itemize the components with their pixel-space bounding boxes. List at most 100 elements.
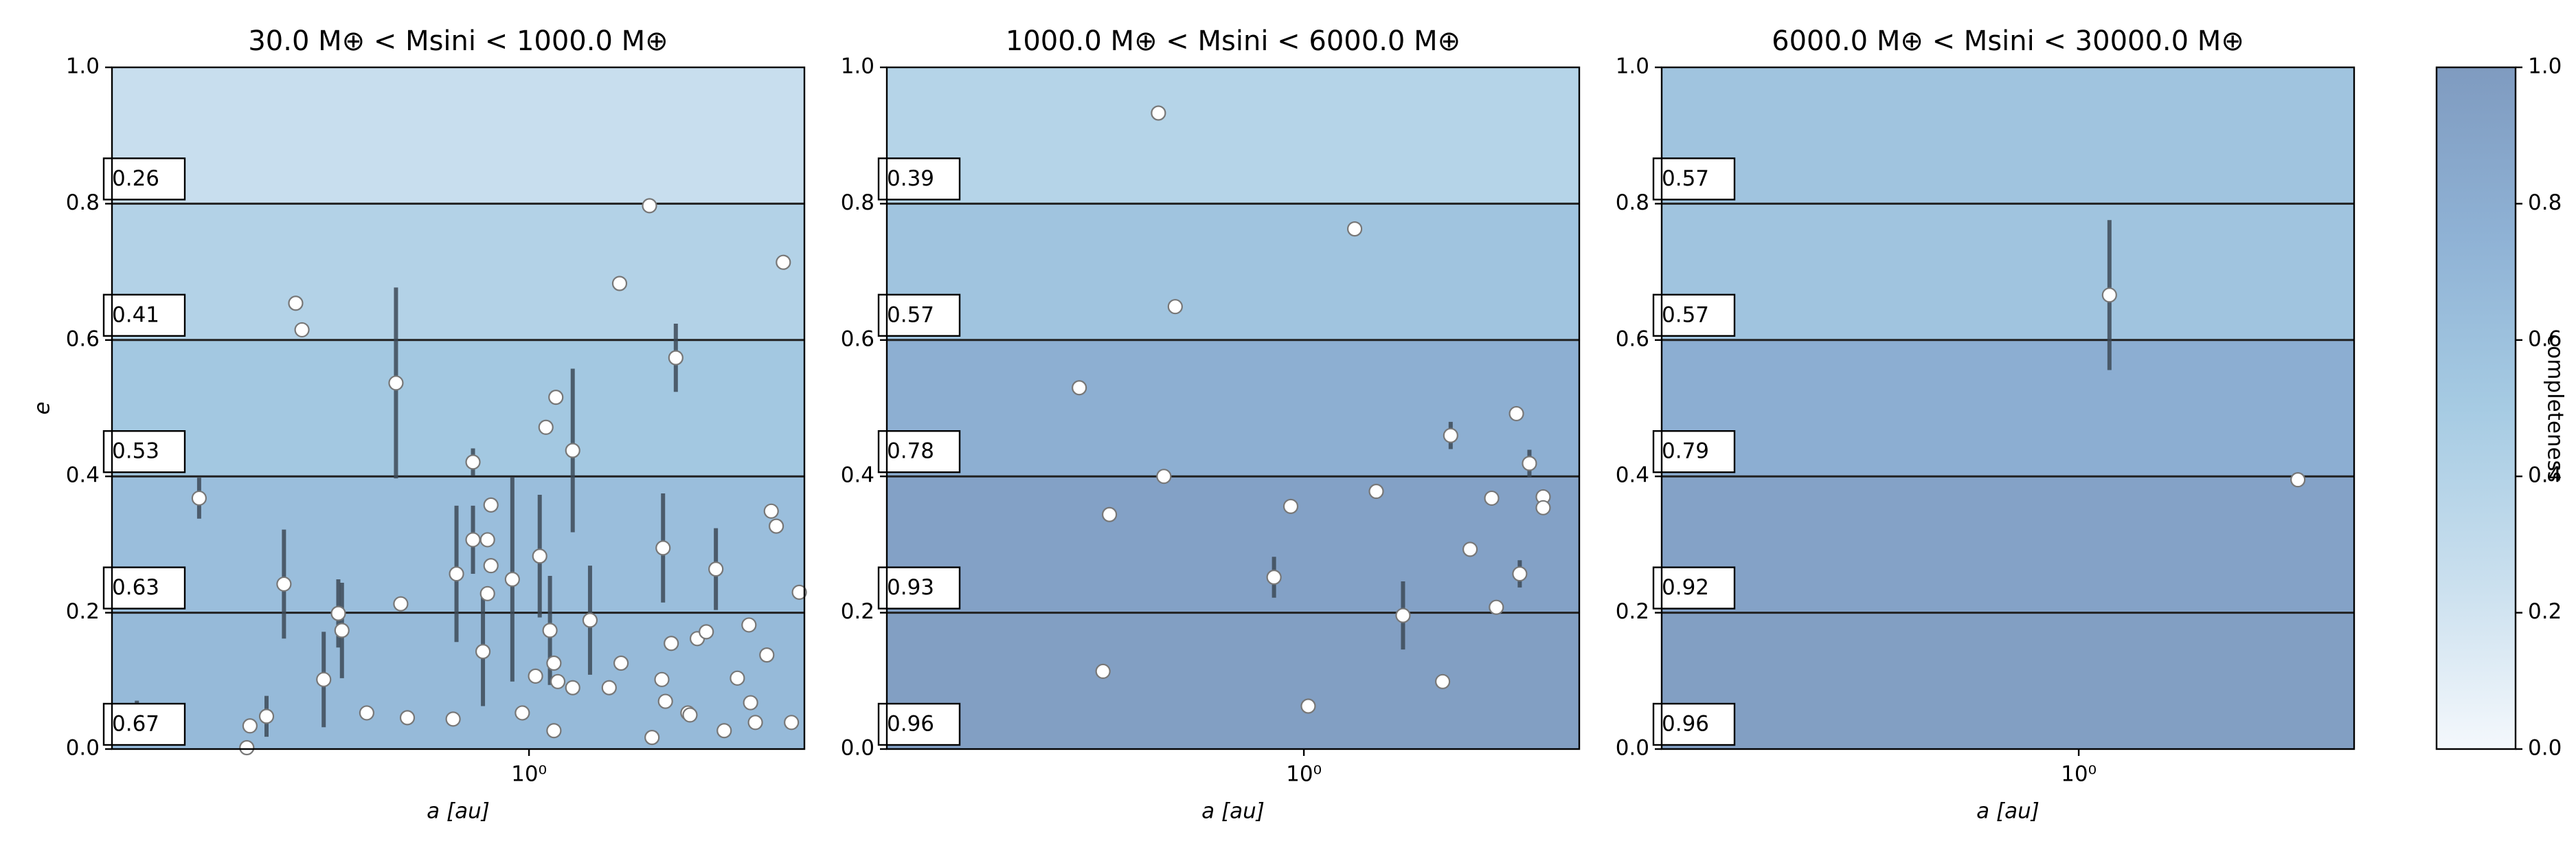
x-tick-label: 10⁰	[1286, 762, 1322, 787]
data-point	[465, 454, 481, 470]
band-label: 0.57	[1662, 302, 1709, 327]
data-point	[1443, 427, 1458, 443]
x-axis-label: a [au]	[427, 799, 490, 824]
completeness-band	[1662, 476, 2354, 613]
data-point	[582, 612, 598, 628]
band-label-box	[877, 702, 961, 746]
data-point	[759, 647, 775, 663]
data-point	[288, 295, 304, 311]
completeness-band	[887, 67, 1579, 204]
colorbar	[2435, 66, 2517, 750]
y-tick-label: 0.0	[841, 736, 874, 761]
data-point	[768, 518, 784, 534]
data-point	[601, 680, 617, 695]
band-label: 0.92	[1662, 575, 1709, 600]
data-point	[1156, 469, 1172, 484]
plot-frame	[1660, 66, 2355, 750]
data-point	[1368, 483, 1384, 500]
data-point	[334, 623, 350, 638]
data-point	[708, 561, 724, 577]
band-label: 0.57	[1662, 166, 1709, 191]
data-point	[741, 617, 757, 633]
data-point	[1346, 221, 1363, 237]
completeness-band	[887, 339, 1579, 477]
band-label: 0.78	[887, 439, 934, 464]
band-label: 0.26	[112, 166, 159, 191]
data-point	[479, 585, 495, 601]
data-point	[393, 596, 409, 612]
data-point	[1072, 380, 1087, 396]
y-tick-label: 0.4	[1616, 463, 1649, 488]
band-label-box	[102, 293, 186, 337]
band-label-box	[1652, 157, 1736, 201]
plot-frame	[111, 66, 806, 750]
y-tick-label: 0.0	[1616, 736, 1649, 761]
x-axis-label: a [au]	[1976, 799, 2040, 824]
band-label-box	[877, 430, 961, 473]
band-label-box	[102, 566, 186, 610]
data-point	[730, 670, 745, 686]
completeness-band	[887, 203, 1579, 340]
band-label-box	[102, 157, 186, 201]
band-label: 0.53	[112, 439, 159, 464]
data-point	[330, 605, 346, 621]
y-tick-label: 0.2	[66, 599, 100, 624]
plot-frame	[885, 66, 1581, 750]
data-point	[611, 276, 628, 291]
data-point	[2101, 287, 2117, 303]
data-point	[1167, 299, 1183, 315]
completeness-band	[887, 612, 1579, 749]
data-point	[546, 655, 562, 671]
band-label-box	[1652, 293, 1736, 337]
y-tick-label: 0.6	[841, 326, 874, 351]
y-tick-label: 0.2	[1616, 599, 1649, 624]
y-tick-label: 0.0	[66, 736, 100, 761]
data-point	[316, 671, 332, 687]
data-point	[642, 198, 657, 214]
data-point	[258, 709, 275, 724]
data-point	[1484, 490, 1500, 506]
data-point	[1283, 498, 1299, 514]
data-point	[191, 490, 207, 506]
band-label-box	[877, 293, 961, 337]
band-label-box	[102, 430, 186, 473]
data-point	[763, 503, 779, 519]
data-point	[1522, 456, 1537, 471]
data-point	[1395, 607, 1411, 623]
data-point	[1512, 566, 1528, 582]
y-tick-label: 0.8	[66, 190, 100, 215]
completeness-band	[1662, 203, 2354, 340]
data-point	[532, 548, 547, 564]
band-label: 0.96	[1662, 712, 1709, 737]
data-point	[1489, 599, 1504, 615]
data-point	[445, 711, 461, 727]
completeness-band	[1662, 67, 2354, 204]
panel-title: 30.0 M⊕ < Msini < 1000.0 M⊕	[248, 25, 668, 57]
completeness-band	[1662, 612, 2354, 749]
data-point	[242, 718, 258, 734]
panel-title: 1000.0 M⊕ < Msini < 6000.0 M⊕	[1006, 25, 1460, 57]
band-label: 0.79	[1662, 439, 1709, 464]
band-label-box	[1652, 430, 1736, 473]
completeness-band	[112, 67, 804, 204]
data-point	[1095, 663, 1111, 680]
data-point	[699, 624, 714, 640]
y-tick-label: 0.8	[841, 190, 874, 215]
data-point	[515, 705, 530, 721]
data-point	[542, 623, 558, 638]
band-label-box	[1652, 566, 1736, 610]
data-point	[747, 715, 763, 730]
band-label-box	[877, 157, 961, 201]
band-label: 0.57	[887, 302, 934, 327]
band-label-box	[102, 702, 186, 746]
data-point	[538, 419, 554, 435]
data-point	[668, 350, 683, 366]
data-point	[613, 655, 629, 671]
colorbar-tick-label: 0.8	[2528, 190, 2562, 215]
x-tick-label: 10⁰	[511, 762, 547, 787]
data-point	[359, 705, 374, 721]
colorbar-tick-label: 0.2	[2528, 599, 2562, 624]
data-point	[504, 571, 520, 588]
data-point	[784, 715, 800, 730]
